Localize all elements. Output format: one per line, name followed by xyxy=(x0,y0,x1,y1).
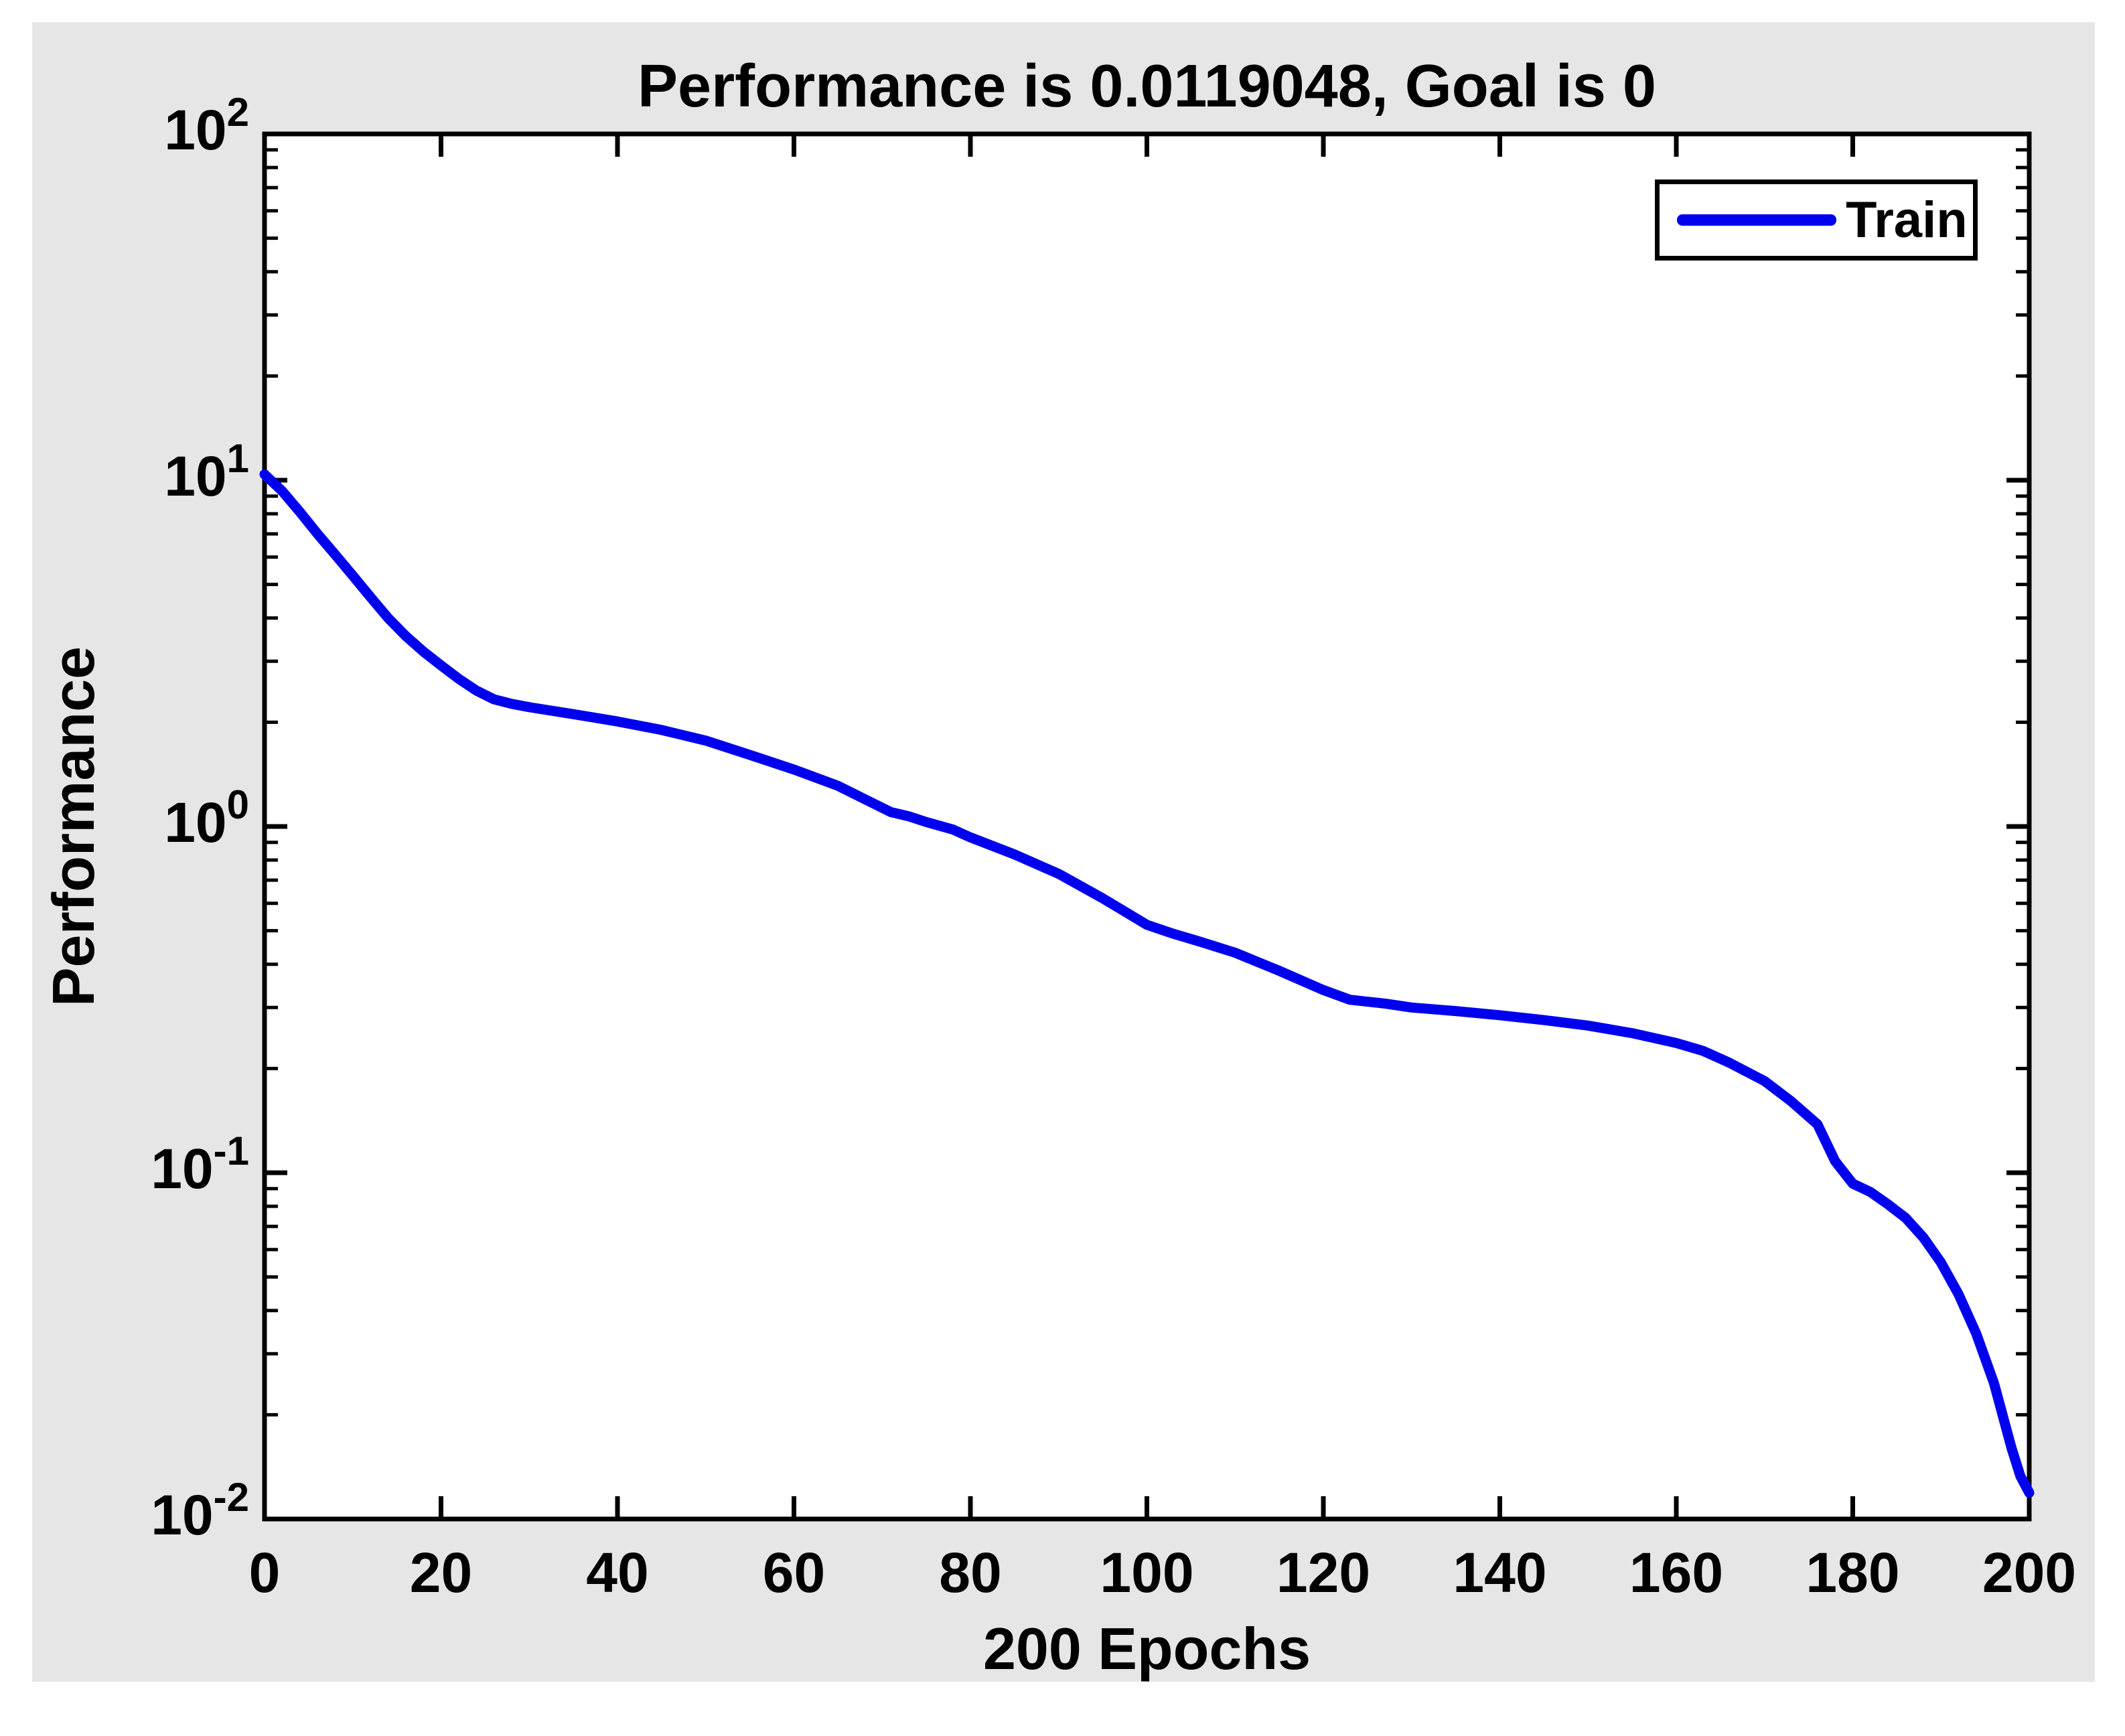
chart-title: Performance is 0.0119048, Goal is 0 xyxy=(638,53,1656,120)
x-tick-label-120: 120 xyxy=(1276,1541,1371,1604)
y-tick-exponent: 1 xyxy=(226,436,249,481)
y-tick-label-10e2: 102 xyxy=(40,91,249,171)
y-tick-base: 10 xyxy=(164,445,227,508)
x-tick-label-20: 20 xyxy=(409,1541,473,1604)
x-tick-label-160: 160 xyxy=(1629,1541,1724,1604)
y-tick-base: 10 xyxy=(164,98,227,161)
y-tick-base: 10 xyxy=(151,1484,214,1546)
x-tick-label-140: 140 xyxy=(1453,1541,1547,1604)
x-tick-label-80: 80 xyxy=(939,1541,1002,1604)
y-tick-label-10e1: 101 xyxy=(40,437,249,518)
train-curve-line xyxy=(259,469,2035,1498)
x-tick-label-40: 40 xyxy=(586,1541,649,1604)
legend-line-swatch xyxy=(1677,214,1836,226)
x-axis-label: 200 Epochs xyxy=(982,1615,1311,1682)
y-tick-exponent: -2 xyxy=(213,1475,249,1520)
y-tick-label-10e0: 100 xyxy=(40,784,249,864)
y-tick-base: 10 xyxy=(151,1137,214,1200)
y-tick-exponent: 2 xyxy=(226,90,249,135)
x-tick-label-0: 0 xyxy=(248,1541,281,1604)
plot-area xyxy=(262,131,2032,1522)
x-tick-label-180: 180 xyxy=(1806,1541,1900,1604)
y-tick-base: 10 xyxy=(164,791,227,854)
legend: Train xyxy=(1655,179,1978,261)
legend-train-label: Train xyxy=(1846,191,1968,248)
y-tick-label-10e-2: 10-2 xyxy=(40,1476,249,1557)
y-minor-ticks xyxy=(265,148,2029,1417)
x-tick-label-200: 200 xyxy=(1982,1541,2077,1604)
x-tick-label-100: 100 xyxy=(1100,1541,1194,1604)
y-tick-exponent: -1 xyxy=(213,1129,249,1173)
y-tick-exponent: 0 xyxy=(226,782,249,827)
y-tick-label-10e-1: 10-1 xyxy=(40,1130,249,1210)
x-tick-label-60: 60 xyxy=(762,1541,826,1604)
